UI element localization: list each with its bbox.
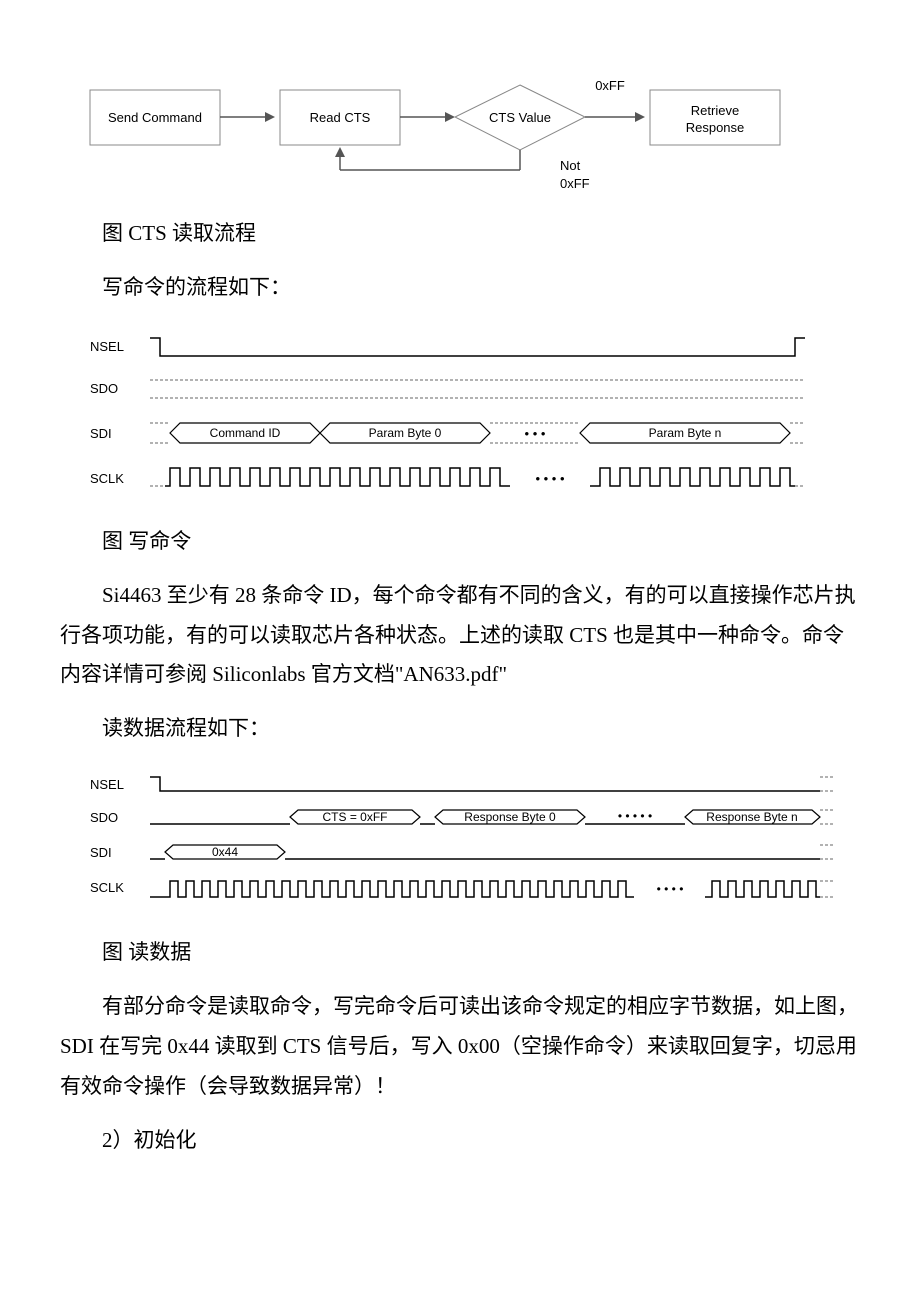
node-retrieve-l1: Retrieve <box>691 103 739 118</box>
node-send-label: Send Command <box>108 110 202 125</box>
r-sdo-dots: • • • • • <box>618 809 652 823</box>
signal-sclk-label: SCLK <box>90 471 124 486</box>
signal-nsel-label: NSEL <box>90 339 124 354</box>
signal-sdi-label: SDI <box>90 426 112 441</box>
r-signal-sdi-label: SDI <box>90 845 112 860</box>
write-intro: 写命令的流程如下： <box>60 268 860 308</box>
r-frame-cts-label: CTS = 0xFF <box>322 810 387 824</box>
caption-write: 图 写命令 <box>60 522 860 562</box>
sdi-dots: • • • <box>525 426 546 441</box>
frame-param0-label: Param Byte 0 <box>369 426 442 440</box>
node-read-label: Read CTS <box>310 110 371 125</box>
read-intro: 读数据流程如下： <box>60 709 860 749</box>
r-sclk-group2 <box>705 881 820 897</box>
section-heading: 2）初始化 <box>60 1121 860 1161</box>
r-signal-sclk-label: SCLK <box>90 880 124 895</box>
sclk-group2 <box>590 468 795 486</box>
caption-flow: 图 CTS 读取流程 <box>60 214 860 254</box>
r-signal-nsel-label: NSEL <box>90 777 124 792</box>
frame-cmd-label: Command ID <box>210 426 281 440</box>
caption-read: 图 读数据 <box>60 933 860 973</box>
sclk-dots: • • • • <box>535 471 564 486</box>
signal-nsel <box>150 338 805 356</box>
r-signal-sdo-label: SDO <box>90 810 118 825</box>
write-timing-diagram: NSEL SDO SDI Command ID Param Byte 0 • •… <box>80 328 860 508</box>
read-timing-diagram: NSEL SDO CTS = 0xFF Response Byte 0 • • … <box>80 769 860 919</box>
node-retrieve-l2: Response <box>686 120 745 135</box>
r-frame-resp0-label: Response Byte 0 <box>464 810 556 824</box>
r-frame-respn-label: Response Byte n <box>706 810 797 824</box>
sclk-group1 <box>165 468 510 486</box>
label-no-l1: Not <box>560 158 581 173</box>
label-yes: 0xFF <box>595 78 625 93</box>
cts-flowchart: Send Command Read CTS CTS Value 0xFF Ret… <box>80 60 860 200</box>
r-sclk-group1 <box>165 881 634 897</box>
body-2: 有部分命令是读取命令，写完命令后可读出该命令规定的相应字节数据，如上图，SDI … <box>60 987 860 1107</box>
body-1: Si4463 至少有 28 条命令 ID，每个命令都有不同的含义，有的可以直接操… <box>60 576 860 696</box>
label-no-l2: 0xFF <box>560 176 590 191</box>
r-frame-sdi-label: 0x44 <box>212 845 238 859</box>
node-decision-label: CTS Value <box>489 110 551 125</box>
r-signal-nsel <box>150 777 820 791</box>
frame-paramn-label: Param Byte n <box>649 426 722 440</box>
signal-sdo-label: SDO <box>90 381 118 396</box>
r-sclk-dots: • • • • <box>657 882 684 896</box>
